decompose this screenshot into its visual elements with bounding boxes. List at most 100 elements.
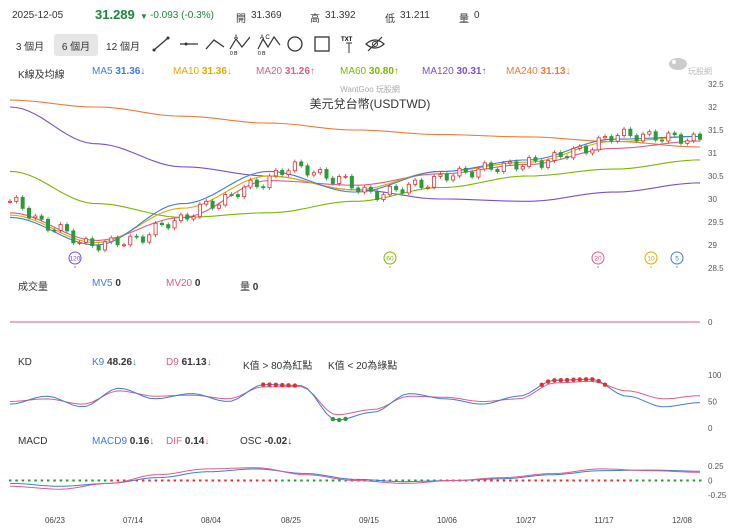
macd-axis-tick: -0.25 (708, 491, 727, 500)
kd-red-dot (552, 378, 557, 383)
osc-bar (591, 479, 594, 482)
x-axis-tick: 12/08 (672, 516, 693, 525)
candle-body (14, 196, 19, 202)
osc-bar (477, 479, 480, 482)
osc-bar (420, 479, 423, 482)
osc-bar (34, 479, 37, 482)
candle-body (159, 222, 164, 226)
high-value: 31.392 (325, 10, 356, 21)
tab-3-months[interactable]: 3 個月 (15, 41, 45, 53)
candle-body (273, 169, 278, 177)
price-axis-tick: 30 (708, 195, 717, 204)
candle-body (248, 179, 253, 188)
osc-bar (65, 479, 69, 482)
abc-pattern-icon[interactable]: A 0 B (228, 34, 250, 55)
candle-body (311, 172, 316, 176)
osc-bar (623, 479, 626, 482)
osc-bar (40, 479, 44, 482)
horizontal-line-icon[interactable] (178, 34, 200, 54)
osc-bar (103, 479, 107, 482)
kd-red-dot (558, 378, 563, 383)
candle-body (653, 131, 658, 141)
candle-body (210, 200, 215, 209)
osc-bar (521, 479, 525, 482)
tab-12-months[interactable]: 12 個月 (106, 41, 140, 53)
candle-body (577, 145, 582, 149)
candle-body (64, 224, 69, 232)
price-axis-tick: 29 (708, 241, 717, 250)
osc-bar (21, 479, 25, 482)
macd9-value: 0.16 (129, 436, 150, 447)
candle-body (622, 128, 627, 136)
wave-icon[interactable] (204, 34, 226, 54)
d9-value: 61.13 (181, 357, 207, 368)
vol-value: 0 (252, 282, 259, 293)
osc-bar (496, 479, 499, 482)
rectangle-icon[interactable] (311, 34, 333, 54)
text-tool-icon[interactable]: TXT (338, 34, 360, 54)
osc-bar (388, 479, 392, 482)
volume-label: 量 (459, 14, 469, 25)
osc-bar (281, 479, 284, 482)
osc-bar (135, 479, 139, 482)
osc-bar (53, 479, 56, 482)
osc-bar (198, 479, 202, 482)
candle-body (546, 160, 551, 168)
kd-red-dot (273, 382, 279, 387)
candle-body (83, 238, 88, 243)
osc-bar (122, 479, 126, 482)
price-axis-tick: 29.5 (708, 218, 724, 227)
hide-icon[interactable] (364, 34, 386, 54)
ma-legend-ma240: MA240 31.13↓ (506, 66, 571, 77)
ma-marker-badge (68, 251, 82, 265)
candle-body (305, 165, 310, 176)
price-axis-tick: 30.5 (708, 172, 724, 181)
osc-bar (293, 479, 297, 482)
kd-red-dot (571, 377, 576, 382)
mv20-value: 0 (194, 278, 201, 289)
candle-body (438, 173, 443, 177)
abcd-label-ac: A C (260, 35, 270, 41)
candle-body (115, 237, 120, 246)
osc-label: OSC -0.02↓ (240, 436, 293, 447)
volume-axis-tick: 0 (708, 318, 713, 327)
candle-body (508, 161, 513, 164)
candle-body (470, 171, 475, 178)
kd-title: KD (18, 357, 32, 368)
osc-bar (306, 479, 310, 482)
x-axis-tick: 08/25 (281, 516, 302, 525)
candle-body (178, 214, 183, 222)
osc-bar (395, 479, 398, 482)
candle-body (7, 200, 12, 203)
osc-bar (692, 479, 696, 482)
price-axis-tick: 32 (708, 103, 717, 112)
x-axis-tick: 10/27 (516, 516, 537, 525)
circle-icon[interactable] (284, 34, 306, 54)
volume-panel: 0 (10, 318, 713, 327)
ma-legend-ma5: MA5 31.36↓ (92, 66, 146, 77)
candle-body (349, 175, 354, 189)
candle-body (77, 241, 82, 244)
candle-body (444, 173, 449, 181)
quote-date: 2025-12-05 (12, 10, 64, 21)
candle-body (280, 169, 285, 175)
price-change: -0.093 (-0.3%) (150, 10, 214, 21)
osc-bar (230, 479, 234, 482)
logo-text: 玩股網 (688, 66, 712, 76)
osc-bar (610, 479, 613, 482)
candle-body (362, 186, 367, 193)
candle-body (489, 162, 494, 170)
candle-body (242, 186, 247, 198)
candle-body (584, 145, 589, 154)
tab-6-months[interactable]: 6 個月 (54, 34, 98, 56)
ma-legend-ma20: MA20 31.26↑ (256, 66, 315, 77)
x-axis: 06/23 07/14 08/04 08/25 09/15 10/06 10/27 11/17… (45, 516, 693, 525)
osc-bar (540, 479, 544, 482)
trend-line-icon[interactable] (150, 34, 172, 54)
kd-red-dot (564, 377, 570, 383)
osc-bar (369, 479, 373, 482)
osc-bar (249, 479, 253, 482)
abcd-pattern-icon[interactable]: A C 0 B (256, 34, 282, 55)
candle-body (185, 214, 190, 220)
